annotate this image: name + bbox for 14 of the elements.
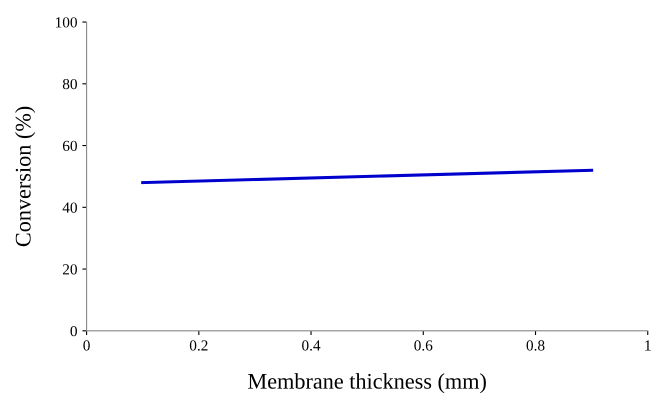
y-tick-label: 0 [70, 326, 77, 336]
x-tick-label: 0.2 [190, 340, 208, 351]
x-tick-label: 0.8 [526, 340, 544, 351]
y-tick-label: 80 [62, 78, 77, 90]
y-axis-title: Conversion (%) [15, 106, 36, 246]
x-axis-title: Membrane thickness (mm) [248, 373, 486, 394]
x-tick-label: 0 [83, 340, 90, 351]
y-tick-label: 60 [62, 140, 77, 152]
x-tick-label: 0.6 [414, 340, 432, 351]
x-tick-label: 1 [645, 340, 651, 350]
y-tick-label: 100 [56, 17, 77, 28]
y-tick-label: 20 [62, 264, 77, 275]
x-tick-label: 0.4 [302, 340, 320, 351]
y-tick-label: 40 [62, 202, 77, 213]
